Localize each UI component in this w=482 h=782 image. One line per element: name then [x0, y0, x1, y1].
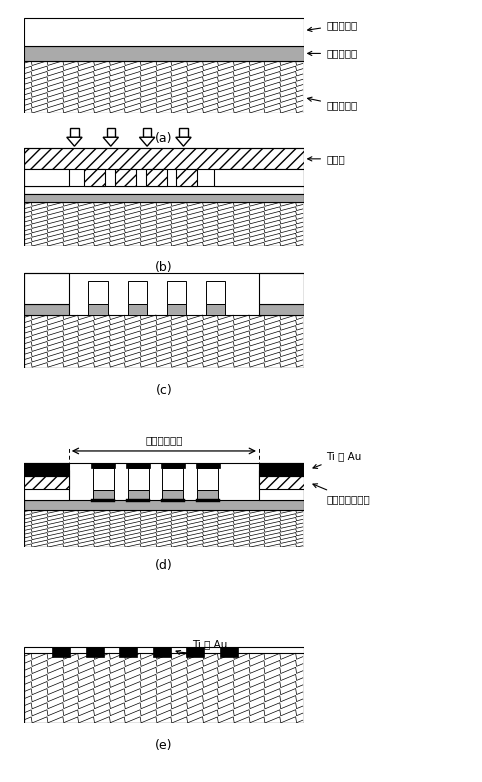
Bar	[198, 490, 218, 500]
Text: 正性光刻胶: 正性光刻胶	[308, 48, 357, 59]
Bar	[24, 194, 304, 202]
Text: Ti 和 Au: Ti 和 Au	[176, 639, 227, 655]
Bar	[88, 304, 108, 314]
Bar	[206, 281, 226, 304]
Bar	[88, 281, 108, 304]
Bar	[52, 647, 70, 657]
Bar	[24, 202, 304, 246]
Bar	[24, 149, 304, 170]
Bar	[93, 490, 114, 500]
Bar	[24, 470, 69, 500]
Bar	[24, 149, 304, 246]
Polygon shape	[103, 137, 119, 146]
Bar	[119, 647, 137, 657]
Text: 软模板: 软模板	[308, 154, 345, 164]
Bar	[214, 170, 304, 186]
Text: Ti 和 Au: Ti 和 Au	[313, 451, 362, 468]
Bar	[24, 463, 304, 547]
Bar	[24, 304, 69, 314]
Bar	[162, 468, 184, 490]
Bar	[24, 510, 304, 547]
Bar	[93, 468, 114, 490]
Bar	[143, 128, 151, 137]
Bar	[186, 647, 204, 657]
Bar	[24, 60, 304, 113]
Bar	[86, 647, 104, 657]
Bar	[162, 490, 184, 500]
Bar	[70, 128, 79, 137]
Bar	[24, 18, 304, 46]
Bar	[259, 475, 309, 490]
Bar	[24, 647, 304, 723]
Bar	[24, 500, 304, 510]
Polygon shape	[176, 137, 191, 146]
Text: 开孔的金属挡板: 开孔的金属挡板	[313, 484, 370, 504]
Bar	[128, 304, 147, 314]
Bar	[18, 463, 69, 475]
Bar	[153, 647, 171, 657]
Bar	[107, 128, 115, 137]
Bar	[206, 304, 226, 314]
Bar	[128, 468, 148, 490]
Text: 低温瞔化镎: 低温瞔化镎	[308, 97, 357, 110]
Bar	[128, 281, 147, 304]
Bar	[24, 46, 304, 60]
Bar	[259, 272, 304, 304]
Bar	[24, 272, 69, 304]
Bar	[167, 281, 186, 304]
Bar	[259, 304, 304, 314]
Text: (d): (d)	[155, 559, 173, 572]
Bar	[196, 463, 220, 468]
Bar	[18, 475, 69, 490]
Bar	[115, 170, 136, 186]
Bar	[167, 304, 186, 314]
Bar	[176, 170, 198, 186]
Bar	[24, 170, 69, 186]
Bar	[220, 647, 238, 657]
Bar	[196, 500, 220, 502]
Bar	[24, 314, 304, 368]
Bar	[24, 273, 304, 368]
Bar	[24, 186, 304, 194]
Bar	[91, 463, 115, 468]
Text: (b): (b)	[155, 261, 173, 274]
Bar	[126, 500, 150, 502]
Bar	[24, 653, 304, 723]
Bar	[179, 128, 187, 137]
Text: 纳米压印胶: 纳米压印胶	[308, 20, 357, 31]
Polygon shape	[67, 137, 82, 146]
Text: (c): (c)	[156, 385, 172, 397]
Bar	[146, 170, 167, 186]
Bar	[259, 463, 309, 475]
Polygon shape	[139, 137, 155, 146]
Bar	[91, 500, 115, 502]
Text: 纳米电极区域: 纳米电极区域	[145, 436, 183, 446]
Bar	[128, 490, 148, 500]
Bar	[161, 500, 185, 502]
Bar	[198, 468, 218, 490]
Text: (a): (a)	[155, 131, 173, 145]
Text: (e): (e)	[155, 739, 173, 752]
Bar	[259, 470, 304, 500]
Bar	[126, 463, 150, 468]
Bar	[84, 170, 105, 186]
Bar	[161, 463, 185, 468]
